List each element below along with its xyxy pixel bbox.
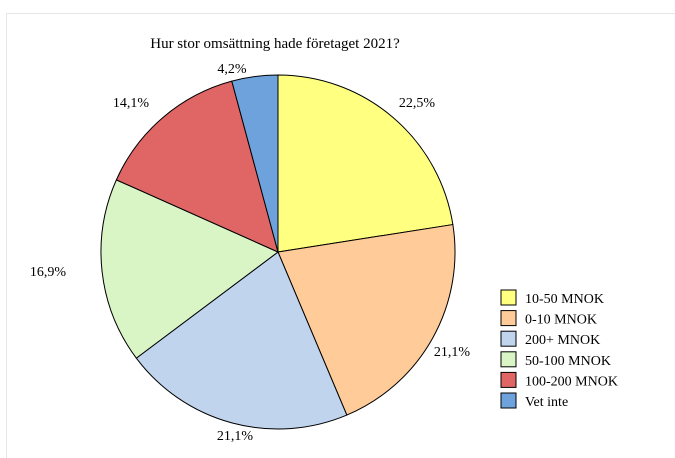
legend-swatch: [500, 392, 517, 409]
legend-entry-label: Vet inte: [525, 395, 568, 410]
pie-slice-100-200-mnok: [115, 80, 279, 253]
legend-swatch: [500, 371, 517, 388]
slice-value-label: 16,9%: [30, 265, 67, 280]
pie-slice-10-50-mnok: [277, 74, 454, 253]
chart-title: Hur stor omsättning hade företaget 2021?: [150, 36, 400, 52]
slice-value-label: 14,1%: [113, 96, 150, 111]
pie-slice-vet-inte: [231, 74, 279, 253]
slice-value-label: 22,5%: [399, 96, 436, 111]
slice-value-label: 21,1%: [217, 429, 254, 444]
legend-swatch: [500, 310, 517, 327]
slice-value-label: 21,1%: [434, 345, 471, 360]
pie-slice-0-10-mnok: [277, 224, 456, 416]
legend-swatch: [500, 351, 517, 368]
slice-value-label: 4,2%: [217, 62, 247, 77]
legend-entry-label: 200+ MNOK: [525, 333, 600, 348]
legend-swatch: [500, 289, 517, 306]
legend-entry-label: 50-100 MNOK: [525, 354, 611, 369]
legend-swatch: [500, 330, 517, 347]
legend-entry-label: 0-10 MNOK: [525, 313, 597, 328]
chart-frame: [6, 13, 675, 458]
legend-entry-label: 10-50 MNOK: [525, 292, 604, 307]
pie-slice-200-mnok: [135, 251, 348, 430]
legend-entry-label: 100-200 MNOK: [525, 374, 618, 389]
pie-slice-50-100-mnok: [100, 179, 279, 359]
